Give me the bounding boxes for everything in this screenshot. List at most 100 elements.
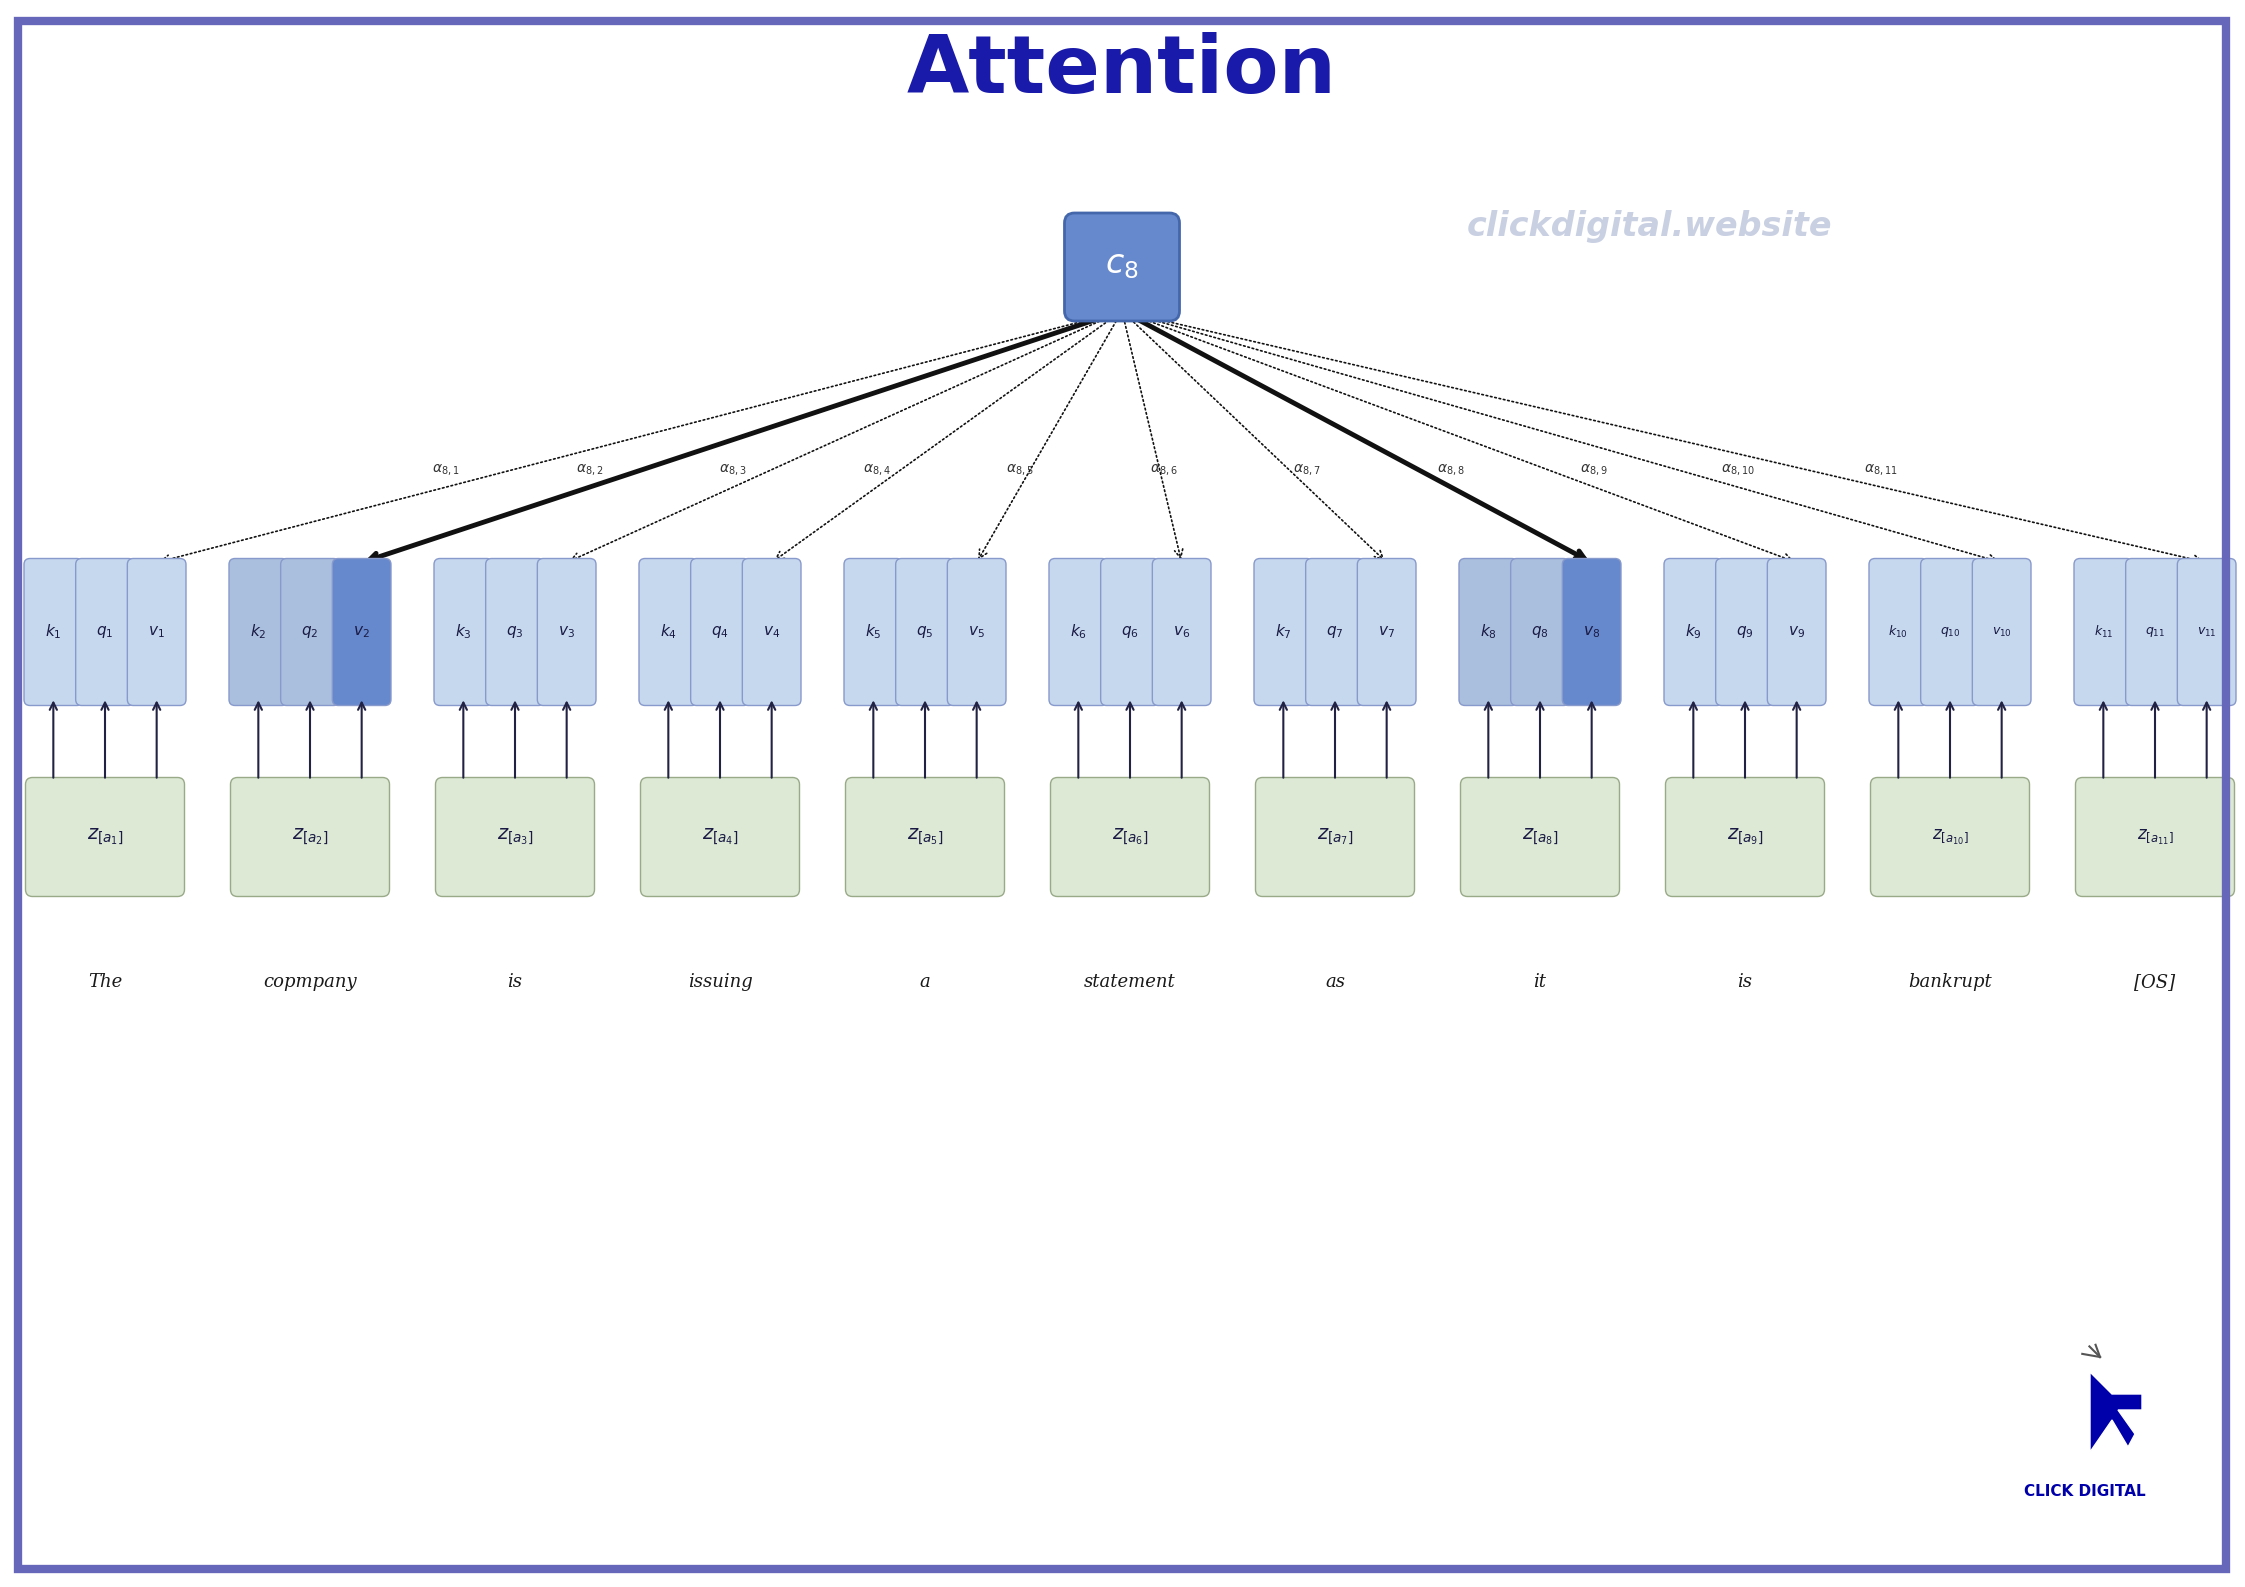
FancyBboxPatch shape	[1870, 559, 1928, 706]
Text: $q_{4}$: $q_{4}$	[712, 624, 730, 640]
Text: $v_{8}$: $v_{8}$	[1583, 624, 1601, 640]
Text: $\alpha_{8,4}$: $\alpha_{8,4}$	[862, 463, 891, 478]
FancyBboxPatch shape	[2178, 559, 2236, 706]
Text: $k_{1}$: $k_{1}$	[45, 622, 61, 641]
Text: $v_{2}$: $v_{2}$	[352, 624, 370, 640]
Text: a: a	[920, 973, 929, 990]
FancyBboxPatch shape	[1051, 778, 1210, 897]
Text: $z_{[a_{11}]}$: $z_{[a_{11}]}$	[2137, 827, 2173, 846]
Text: issuing: issuing	[687, 973, 752, 990]
FancyBboxPatch shape	[1666, 778, 1825, 897]
FancyBboxPatch shape	[1563, 559, 1621, 706]
Text: $q_{8}$: $q_{8}$	[1531, 624, 1549, 640]
Text: $\alpha_{8,8}$: $\alpha_{8,8}$	[1437, 463, 1464, 478]
FancyBboxPatch shape	[1255, 559, 1313, 706]
FancyBboxPatch shape	[1461, 778, 1619, 897]
FancyBboxPatch shape	[128, 559, 186, 706]
Text: $k_{10}$: $k_{10}$	[1888, 624, 1908, 640]
FancyBboxPatch shape	[896, 559, 954, 706]
Text: $v_{3}$: $v_{3}$	[559, 624, 575, 640]
Text: $\alpha_{8,2}$: $\alpha_{8,2}$	[577, 463, 604, 478]
Text: $z_{[a_{8}]}$: $z_{[a_{8}]}$	[1522, 827, 1558, 847]
FancyBboxPatch shape	[640, 559, 698, 706]
FancyBboxPatch shape	[844, 559, 902, 706]
Text: is: is	[1738, 973, 1753, 990]
FancyBboxPatch shape	[1307, 559, 1365, 706]
FancyBboxPatch shape	[2126, 559, 2184, 706]
FancyBboxPatch shape	[743, 559, 801, 706]
Text: $k_{9}$: $k_{9}$	[1686, 622, 1702, 641]
Text: $v_{7}$: $v_{7}$	[1378, 624, 1394, 640]
Text: $\alpha_{8,7}$: $\alpha_{8,7}$	[1293, 463, 1320, 478]
Text: $q_{10}$: $q_{10}$	[1940, 625, 1960, 640]
Text: $z_{[a_{9}]}$: $z_{[a_{9}]}$	[1726, 827, 1762, 847]
Text: $\alpha_{8,6}$: $\alpha_{8,6}$	[1149, 463, 1179, 478]
FancyBboxPatch shape	[537, 559, 595, 706]
Text: bankrupt: bankrupt	[1908, 973, 1991, 990]
FancyBboxPatch shape	[436, 778, 595, 897]
Text: $k_{5}$: $k_{5}$	[864, 622, 882, 641]
FancyBboxPatch shape	[25, 559, 83, 706]
Text: $v_{6}$: $v_{6}$	[1174, 624, 1190, 640]
Text: $q_{2}$: $q_{2}$	[301, 624, 319, 640]
Text: clickdigital.website: clickdigital.website	[1468, 211, 1832, 243]
FancyBboxPatch shape	[2074, 559, 2133, 706]
Text: $q_{7}$: $q_{7}$	[1327, 624, 1345, 640]
FancyBboxPatch shape	[485, 559, 543, 706]
Text: $z_{[a_{1}]}$: $z_{[a_{1}]}$	[88, 827, 123, 847]
Text: $\alpha_{8,5}$: $\alpha_{8,5}$	[1006, 463, 1035, 478]
Text: CLICK DIGITAL: CLICK DIGITAL	[2025, 1484, 2146, 1500]
FancyBboxPatch shape	[231, 778, 388, 897]
Text: $\alpha_{8,11}$: $\alpha_{8,11}$	[1863, 463, 1897, 478]
Text: is: is	[507, 973, 523, 990]
Text: $z_{[a_{6}]}$: $z_{[a_{6}]}$	[1111, 827, 1147, 847]
Text: $\alpha_{8,1}$: $\alpha_{8,1}$	[433, 463, 460, 478]
Text: $z_{[a_{7}]}$: $z_{[a_{7}]}$	[1316, 827, 1354, 847]
FancyBboxPatch shape	[25, 778, 184, 897]
Text: [OS]: [OS]	[2135, 973, 2175, 990]
Text: $v_{1}$: $v_{1}$	[148, 624, 166, 640]
Text: $z_{[a_{5}]}$: $z_{[a_{5}]}$	[907, 827, 943, 847]
FancyBboxPatch shape	[1358, 559, 1417, 706]
FancyBboxPatch shape	[1767, 559, 1825, 706]
Text: $q_{1}$: $q_{1}$	[97, 624, 114, 640]
Text: $k_{7}$: $k_{7}$	[1275, 622, 1291, 641]
FancyBboxPatch shape	[1064, 213, 1179, 321]
Text: $k_{4}$: $k_{4}$	[660, 622, 676, 641]
Text: $k_{3}$: $k_{3}$	[456, 622, 471, 641]
Text: $z_{[a_{2}]}$: $z_{[a_{2}]}$	[292, 827, 328, 847]
FancyBboxPatch shape	[2074, 778, 2234, 897]
Text: as: as	[1325, 973, 1345, 990]
FancyBboxPatch shape	[640, 778, 799, 897]
Text: $q_{6}$: $q_{6}$	[1120, 624, 1138, 640]
Text: $k_{8}$: $k_{8}$	[1479, 622, 1497, 641]
Text: $v_{10}$: $v_{10}$	[1991, 625, 2012, 638]
FancyBboxPatch shape	[76, 559, 135, 706]
Text: $q_{5}$: $q_{5}$	[916, 624, 934, 640]
FancyBboxPatch shape	[1922, 559, 1980, 706]
Text: $\alpha_{8,10}$: $\alpha_{8,10}$	[1720, 463, 1756, 478]
Text: $v_{5}$: $v_{5}$	[968, 624, 986, 640]
Text: $v_{9}$: $v_{9}$	[1789, 624, 1805, 640]
Text: statement: statement	[1084, 973, 1176, 990]
FancyBboxPatch shape	[1511, 559, 1569, 706]
FancyBboxPatch shape	[433, 559, 492, 706]
FancyBboxPatch shape	[1715, 559, 1774, 706]
Text: $v_{11}$: $v_{11}$	[2198, 625, 2216, 638]
Text: $k_{2}$: $k_{2}$	[249, 622, 267, 641]
FancyBboxPatch shape	[1255, 778, 1414, 897]
FancyBboxPatch shape	[229, 559, 287, 706]
Text: $q_{11}$: $q_{11}$	[2144, 625, 2164, 640]
FancyBboxPatch shape	[691, 559, 750, 706]
Text: $q_{3}$: $q_{3}$	[505, 624, 523, 640]
FancyBboxPatch shape	[1100, 559, 1158, 706]
FancyBboxPatch shape	[846, 778, 1004, 897]
Text: The: The	[88, 973, 121, 990]
FancyBboxPatch shape	[332, 559, 391, 706]
Text: $\alpha_{8,9}$: $\alpha_{8,9}$	[1580, 463, 1607, 478]
FancyBboxPatch shape	[1152, 559, 1210, 706]
Text: $k_{11}$: $k_{11}$	[2095, 624, 2113, 640]
Text: $v_{4}$: $v_{4}$	[763, 624, 781, 640]
Text: Attention: Attention	[907, 32, 1338, 110]
FancyBboxPatch shape	[1048, 559, 1107, 706]
